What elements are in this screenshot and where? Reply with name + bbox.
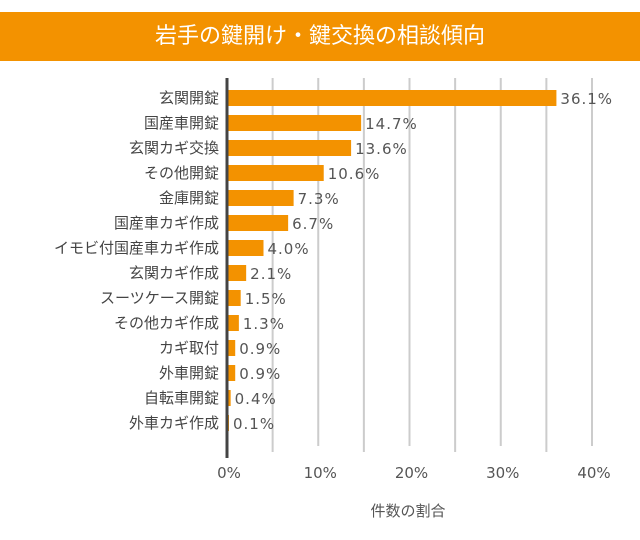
- data-label: 2.1%: [250, 265, 292, 283]
- bar: [227, 265, 247, 281]
- chart-title: 岩手の鍵開け・鍵交換の相談傾向: [0, 12, 640, 61]
- category-label: カギ取付: [159, 339, 219, 357]
- x-tick-label: 0%: [217, 464, 241, 482]
- category-label: 玄関カギ交換: [129, 139, 219, 157]
- bar: [227, 90, 557, 106]
- bar: [227, 115, 362, 131]
- x-tick-label: 40%: [577, 464, 610, 482]
- category-label: 玄関カギ作成: [129, 264, 219, 282]
- category-label: その他カギ作成: [114, 314, 219, 332]
- bar: [227, 315, 239, 331]
- bar: [227, 165, 324, 181]
- x-tick-label: 20%: [395, 464, 428, 482]
- category-label: 国産車開錠: [144, 114, 219, 132]
- category-label: 金庫開錠: [159, 189, 219, 207]
- data-label: 6.7%: [292, 215, 334, 233]
- x-tick-label: 10%: [304, 464, 337, 482]
- data-label: 1.3%: [243, 315, 285, 333]
- bar: [227, 390, 231, 406]
- x-axis-title: 件数の割合: [370, 502, 445, 520]
- data-label: 0.4%: [235, 390, 277, 408]
- bar: [227, 340, 236, 356]
- x-tick-label: 30%: [486, 464, 519, 482]
- bar: [227, 240, 264, 256]
- bar: [227, 215, 289, 231]
- data-label: 0.9%: [239, 365, 281, 383]
- bar: [227, 290, 241, 306]
- data-label: 0.9%: [239, 340, 281, 358]
- category-label: 外車開錠: [159, 364, 219, 382]
- data-label: 36.1%: [560, 90, 613, 108]
- category-label: 国産車カギ作成: [114, 214, 219, 232]
- category-label: スーツケース開錠: [100, 289, 219, 307]
- category-label: 自転車開錠: [144, 389, 219, 407]
- data-label: 10.6%: [328, 165, 381, 183]
- data-label: 0.1%: [233, 415, 275, 433]
- data-label: 4.0%: [268, 240, 310, 258]
- data-label: 14.7%: [365, 115, 418, 133]
- data-label: 1.5%: [245, 290, 287, 308]
- category-label: 外車カギ作成: [129, 414, 219, 432]
- category-label: その他開錠: [144, 164, 219, 182]
- bar: [227, 140, 352, 156]
- category-label: 玄関開錠: [159, 89, 219, 107]
- data-label: 7.3%: [298, 190, 340, 208]
- bar: [227, 190, 294, 206]
- data-label: 13.6%: [355, 140, 408, 158]
- bar: [227, 365, 236, 381]
- category-label: イモビ付国産車カギ作成: [54, 239, 219, 257]
